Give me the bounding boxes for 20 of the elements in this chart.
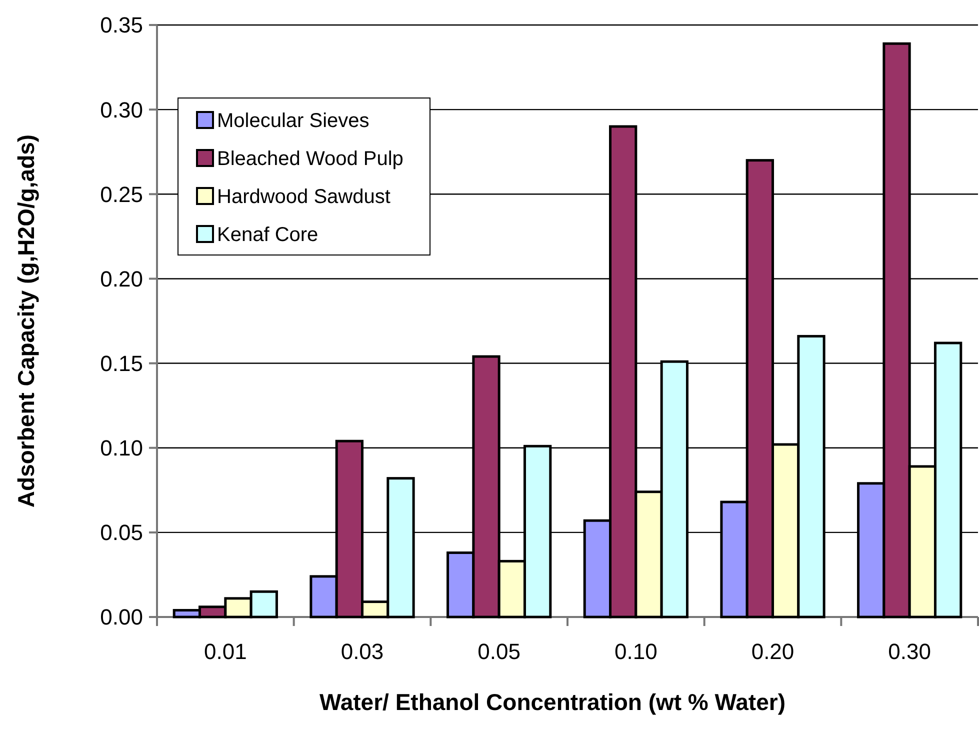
legend-label: Bleached Wood Pulp xyxy=(217,148,404,170)
x-tick-label: 0.01 xyxy=(204,639,247,664)
y-tick-label: 0.10 xyxy=(100,436,143,461)
x-axis-title: Water/ Ethanol Concentration (wt % Water) xyxy=(320,689,786,715)
y-axis-title: Adsorbent Capacity (g,H2O/g,ads) xyxy=(13,134,39,508)
y-tick-label: 0.25 xyxy=(100,182,143,207)
y-tick-label: 0.20 xyxy=(100,266,143,292)
x-tick-label: 0.03 xyxy=(340,639,384,664)
legend-label: Kenaf Core xyxy=(217,224,318,246)
y-tick-label: 0.05 xyxy=(100,520,143,546)
y-tick-label: 0.00 xyxy=(100,604,143,630)
x-tick-label: 0.05 xyxy=(478,639,520,664)
x-tick-label: 0.20 xyxy=(751,639,794,664)
legend-label: Hardwood Sawdust xyxy=(217,186,391,208)
x-tick-label: 0.10 xyxy=(614,639,658,664)
y-tick-label: 0.35 xyxy=(100,12,143,38)
y-tick-label: 0.30 xyxy=(100,97,143,122)
x-tick-label: 0.30 xyxy=(888,639,931,664)
y-tick-label: 0.15 xyxy=(100,350,143,376)
legend-label: Molecular Sieves xyxy=(217,110,370,132)
